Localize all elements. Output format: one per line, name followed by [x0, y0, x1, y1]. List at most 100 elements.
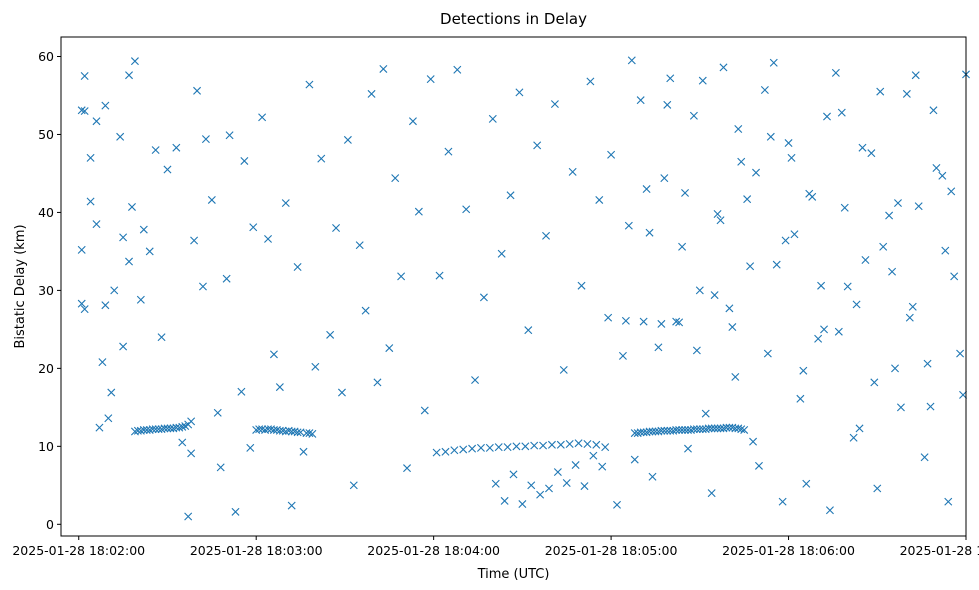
- data-point: [453, 65, 462, 74]
- data-point: [249, 223, 258, 232]
- data-point: [530, 441, 539, 450]
- data-point: [420, 406, 429, 415]
- data-point: [855, 424, 864, 433]
- data-point: [902, 89, 911, 98]
- data-point: [119, 233, 128, 242]
- data-point: [840, 203, 849, 212]
- data-point: [408, 117, 417, 126]
- data-point: [944, 497, 953, 506]
- data-point: [175, 423, 184, 432]
- data-point: [740, 425, 749, 434]
- data-point: [216, 463, 225, 472]
- data-point: [601, 443, 610, 452]
- data-point: [163, 165, 172, 174]
- data-point: [891, 364, 900, 373]
- data-point: [139, 225, 148, 234]
- data-point: [281, 199, 290, 208]
- x-axis-label: Time (UTC): [477, 567, 550, 582]
- data-point: [521, 442, 530, 451]
- data-point: [950, 272, 959, 281]
- data-point: [624, 221, 633, 230]
- data-point: [823, 112, 831, 121]
- data-point: [698, 76, 707, 85]
- data-point: [613, 500, 622, 509]
- data-point: [867, 149, 876, 158]
- data-point: [385, 344, 394, 353]
- data-point: [692, 346, 701, 355]
- data-point: [663, 426, 672, 435]
- data-point: [657, 319, 666, 328]
- data-point: [660, 174, 669, 183]
- data-point: [293, 263, 302, 271]
- data-point: [518, 500, 527, 509]
- data-point: [571, 461, 580, 470]
- data-point: [201, 135, 210, 144]
- data-point: [426, 75, 435, 84]
- data-point: [95, 423, 104, 432]
- data-point: [459, 445, 468, 454]
- data-point: [367, 89, 376, 98]
- data-point: [802, 479, 811, 488]
- data-point: [184, 512, 193, 521]
- data-point: [926, 402, 935, 411]
- data-point: [956, 349, 965, 358]
- y-tick-label: 20: [38, 361, 54, 376]
- data-point: [580, 482, 589, 491]
- data-point: [556, 440, 565, 449]
- data-point: [681, 425, 690, 434]
- y-tick-label: 40: [38, 205, 54, 220]
- data-point: [222, 274, 231, 283]
- data-point: [817, 281, 826, 290]
- x-axis-ticks: 2025-01-28 18:02:00 2025-01-28 18:03:00 20…: [12, 536, 979, 558]
- data-point: [734, 125, 743, 133]
- data-point: [645, 427, 654, 436]
- data-point: [539, 441, 548, 450]
- data-point: [873, 484, 882, 493]
- data-point: [672, 425, 681, 434]
- data-point: [178, 438, 187, 447]
- data-point: [772, 260, 781, 269]
- data-point: [577, 281, 586, 290]
- data-point: [731, 372, 740, 381]
- data-point: [98, 358, 107, 367]
- data-point: [636, 428, 645, 437]
- data-point: [471, 376, 480, 385]
- data-point: [213, 408, 222, 417]
- data-point: [311, 362, 320, 371]
- data-point: [476, 443, 485, 452]
- data-point: [938, 171, 947, 180]
- data-point: [858, 143, 867, 152]
- data-point: [695, 425, 704, 434]
- data-point: [648, 427, 657, 436]
- data-point: [796, 394, 805, 403]
- data-point: [592, 440, 601, 449]
- y-tick-label: 30: [38, 283, 54, 298]
- data-point: [781, 236, 790, 245]
- data-point: [598, 462, 607, 471]
- data-point: [743, 195, 752, 204]
- x-tick-label: 2025-01-28 18:07:00: [900, 543, 979, 558]
- data-point: [879, 242, 888, 251]
- data-point: [746, 262, 755, 271]
- data-point: [684, 444, 692, 453]
- data-point: [101, 101, 110, 110]
- data-point: [681, 188, 690, 197]
- y-tick-label: 60: [38, 49, 54, 64]
- y-tick-label: 50: [38, 127, 54, 142]
- data-point: [503, 443, 512, 452]
- data-point: [766, 132, 775, 141]
- data-point: [805, 189, 814, 198]
- data-point: [187, 417, 196, 426]
- data-point: [172, 143, 181, 152]
- data-point: [317, 154, 326, 163]
- data-point: [542, 231, 551, 240]
- data-point: [343, 135, 352, 144]
- data-point: [920, 453, 929, 462]
- data-point: [293, 428, 302, 437]
- data-point: [86, 197, 95, 206]
- data-point: [258, 425, 267, 434]
- data-point: [151, 146, 160, 155]
- data-point: [852, 300, 861, 309]
- data-point: [305, 80, 314, 89]
